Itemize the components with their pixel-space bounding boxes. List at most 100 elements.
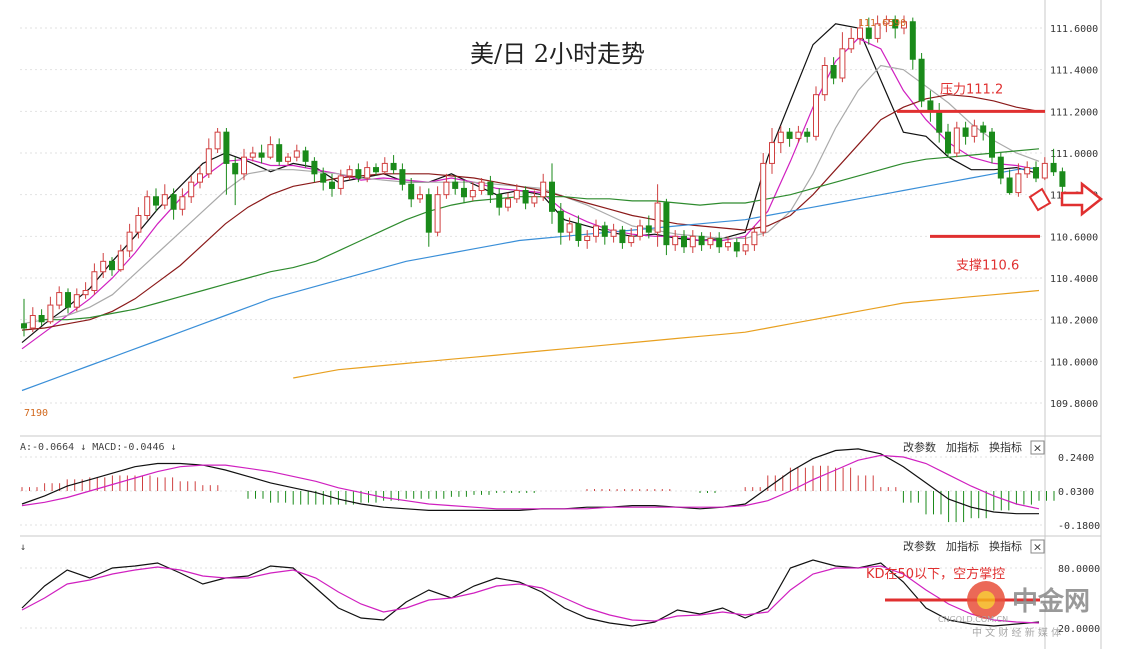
- kd-header: ↓: [20, 542, 26, 553]
- candle: [425, 188, 432, 247]
- candle-body: [725, 242, 731, 248]
- candle-body: [1033, 167, 1039, 179]
- candle-body: [346, 169, 353, 177]
- candle: [1024, 161, 1031, 178]
- candle: [320, 167, 327, 191]
- candle-body: [205, 148, 212, 175]
- kd-tick-label: 20.0000: [1058, 624, 1100, 635]
- candle: [883, 15, 890, 33]
- candle-body: [214, 131, 221, 150]
- candle: [557, 203, 564, 245]
- candle: [601, 221, 608, 245]
- candle-body: [126, 231, 133, 252]
- macd-close-box[interactable]: [1030, 440, 1045, 455]
- candle-body: [513, 190, 520, 200]
- candle-body: [549, 181, 555, 212]
- candle-body: [408, 183, 415, 200]
- candle-body: [786, 131, 793, 139]
- candle: [1059, 167, 1066, 195]
- candle: [223, 128, 230, 195]
- candle: [760, 153, 767, 237]
- kd-close-box[interactable]: [1030, 539, 1045, 554]
- resistance-label: 压力111.2: [940, 82, 1003, 97]
- candle-body: [276, 144, 283, 162]
- candle-body: [188, 181, 195, 198]
- candle-body: [804, 131, 811, 137]
- y-tick-label: 111.6000: [1050, 24, 1098, 35]
- candle-body: [997, 156, 1004, 179]
- candle: [170, 188, 177, 220]
- candle-body: [399, 169, 406, 185]
- candle: [65, 288, 71, 314]
- candle-body: [285, 156, 291, 162]
- candle: [29, 307, 36, 333]
- candle-body: [496, 194, 503, 208]
- candle: [637, 219, 643, 241]
- candle-body: [320, 173, 327, 183]
- candle: [285, 153, 291, 166]
- candle: [337, 169, 344, 195]
- candle: [496, 188, 503, 216]
- candle: [953, 121, 960, 158]
- kd-lines: [21, 559, 1040, 627]
- candle: [461, 180, 467, 203]
- y-tick-labels: 111.6000111.4000111.2000111.0000110.8000…: [1050, 24, 1098, 410]
- candle: [786, 128, 793, 147]
- candle-body: [1059, 171, 1066, 187]
- candle-body: [619, 229, 626, 244]
- candle-body: [698, 235, 705, 246]
- candle-body: [390, 162, 397, 171]
- watermark-brand: 中金网: [1012, 586, 1090, 617]
- candle-body: [1006, 177, 1013, 194]
- macd-close-icon[interactable]: ×: [1033, 442, 1042, 455]
- candle: [478, 178, 485, 195]
- candle: [364, 161, 371, 183]
- candle-body: [417, 194, 423, 200]
- candle: [434, 186, 441, 237]
- macd-switch-indicator-button[interactable]: 换指标: [989, 440, 1022, 454]
- y-tick-label: 110.2000: [1050, 316, 1098, 327]
- kd-add-indicator-button[interactable]: 加指标: [946, 539, 979, 553]
- candle: [654, 184, 661, 247]
- cngold-watermark: 中金网 CNGOLD.COM.CN 中 文 财 经 新 媒 体: [938, 581, 1090, 639]
- candle: [848, 28, 855, 53]
- candle-body: [716, 237, 723, 248]
- macd-tick-labels: 0.2400 0.0300 -0.1800: [1058, 453, 1100, 532]
- candle-body: [469, 190, 476, 198]
- candle-body: [769, 142, 775, 164]
- candle: [725, 236, 731, 251]
- high-label: 111.6590: [858, 18, 906, 29]
- candle: [610, 223, 617, 243]
- kd-edit-params-button[interactable]: 改参数: [903, 539, 936, 553]
- macd-add-indicator-button[interactable]: 加指标: [946, 440, 979, 454]
- candle: [962, 121, 969, 145]
- candle-body: [355, 169, 362, 179]
- macd-edit-params-button[interactable]: 改参数: [903, 440, 936, 454]
- candlesticks: [21, 15, 1066, 337]
- candle: [346, 165, 353, 181]
- candle: [549, 163, 555, 224]
- kd-switch-indicator-button[interactable]: 换指标: [989, 539, 1022, 553]
- candle-body: [672, 235, 679, 246]
- ma-line-3: [21, 94, 1040, 331]
- candle-body: [522, 190, 529, 204]
- candle: [293, 144, 300, 162]
- candle: [865, 17, 872, 45]
- candle: [381, 157, 388, 174]
- candle: [232, 157, 239, 206]
- candle: [830, 57, 837, 85]
- kd-close-icon[interactable]: ×: [1033, 541, 1042, 554]
- candle: [540, 173, 547, 201]
- candle: [47, 296, 54, 324]
- candle-body: [874, 23, 881, 39]
- candle-body: [47, 304, 54, 323]
- candle-body: [892, 19, 899, 29]
- candle: [698, 232, 705, 251]
- candle: [276, 138, 283, 166]
- candle: [302, 146, 309, 168]
- candle: [91, 263, 98, 295]
- candle-body: [170, 194, 177, 210]
- y-tick-label: 111.0000: [1050, 149, 1098, 160]
- candle-body: [645, 225, 652, 233]
- candle: [161, 184, 168, 210]
